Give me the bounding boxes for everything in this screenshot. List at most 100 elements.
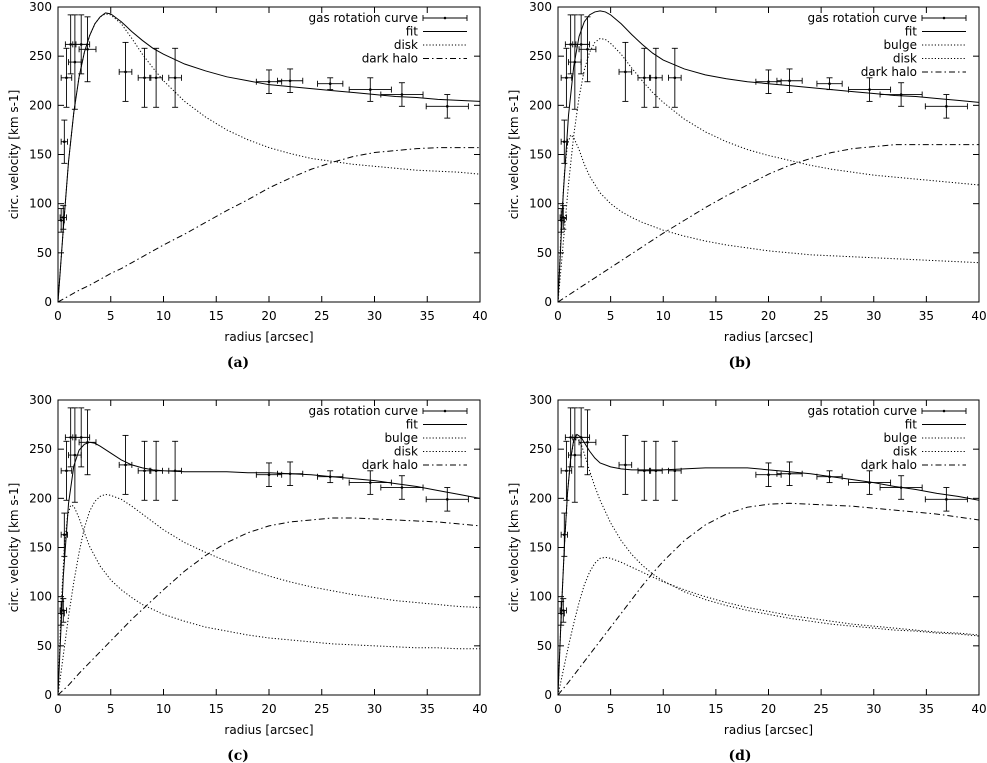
data-marker	[767, 473, 770, 477]
legend-label: gas rotation curve	[308, 404, 418, 418]
y-tick-label: 300	[529, 393, 552, 407]
y-tick-label: 200	[29, 98, 52, 112]
data-marker	[945, 105, 948, 108]
y-tick-label: 200	[529, 98, 552, 112]
data-marker	[143, 76, 146, 80]
gas-rotation-data	[57, 407, 469, 626]
data-marker	[173, 76, 177, 80]
x-tick-label: 20	[261, 702, 276, 716]
data-point	[559, 205, 567, 230]
data-point	[572, 407, 591, 468]
data-marker	[69, 43, 72, 46]
x-axis-label: radius [arcsec]	[224, 723, 313, 737]
data-marker	[624, 70, 627, 74]
data-marker	[563, 533, 566, 537]
legend-label: dark halo	[861, 458, 917, 472]
series-line-dark-halo	[58, 517, 480, 695]
data-point	[637, 47, 652, 108]
data-marker	[569, 436, 572, 439]
data-marker	[828, 82, 831, 85]
legend-swatch	[921, 408, 967, 414]
data-point	[816, 470, 843, 484]
data-marker	[573, 60, 577, 64]
x-tick-label: 0	[54, 702, 62, 716]
legend-label: disk	[394, 445, 418, 459]
data-point	[276, 68, 304, 94]
data-point	[60, 119, 68, 164]
data-marker	[561, 609, 565, 612]
data-marker	[445, 498, 449, 501]
data-point	[776, 461, 803, 486]
x-tick-label: 40	[472, 702, 487, 716]
x-tick-label: 35	[420, 702, 435, 716]
chart-panel: 0 5 10 15 20 25 30 35 40 0 50 100 150 200 250 300 radius…	[7, 0, 488, 371]
data-point	[425, 94, 469, 119]
x-tick-label: 15	[209, 309, 224, 323]
legend-label: bulge	[384, 431, 418, 445]
data-marker	[868, 88, 871, 91]
data-marker	[573, 453, 577, 457]
data-marker	[86, 47, 89, 51]
data-marker	[288, 472, 292, 476]
data-marker	[788, 472, 791, 476]
y-tick-label: 0	[544, 688, 552, 702]
x-tick-label: 25	[314, 702, 329, 716]
legend-label: fit	[905, 418, 918, 432]
legend-label: dark halo	[362, 52, 418, 66]
x-tick-label: 10	[156, 702, 171, 716]
y-tick-label: 150	[29, 148, 52, 162]
data-point	[72, 14, 91, 75]
y-tick-label: 100	[529, 197, 552, 211]
x-tick-label: 30	[367, 309, 382, 323]
y-axis-label: circ. velocity [km s-1]	[507, 483, 521, 613]
data-marker	[86, 440, 89, 444]
data-marker	[586, 47, 589, 51]
x-tick-label: 40	[971, 309, 986, 323]
data-marker	[61, 216, 65, 219]
x-tick-label: 25	[813, 309, 828, 323]
legend-label: bulge	[883, 431, 917, 445]
data-marker	[73, 453, 77, 457]
data-marker	[69, 436, 72, 439]
data-point	[848, 77, 892, 102]
x-tick-label: 30	[866, 702, 881, 716]
y-axis-label: circ. velocity [km s-1]	[507, 90, 521, 220]
x-axis-label: radius [arcsec]	[724, 723, 813, 737]
data-marker	[124, 70, 127, 74]
legend-label: gas rotation curve	[807, 404, 917, 418]
data-marker	[767, 80, 770, 84]
legend-label: gas rotation curve	[807, 11, 917, 25]
y-tick-label: 300	[29, 393, 52, 407]
data-marker	[643, 76, 646, 80]
data-marker	[328, 82, 332, 85]
panel-caption: (a)	[227, 355, 249, 371]
data-point	[59, 598, 67, 623]
data-point	[578, 409, 597, 476]
data-marker	[945, 498, 948, 501]
y-tick-label: 250	[529, 442, 552, 456]
x-tick-label: 10	[156, 309, 171, 323]
data-point	[559, 598, 567, 623]
x-tick-label: 30	[367, 702, 382, 716]
data-point	[560, 119, 568, 164]
gas-rotation-data	[557, 407, 968, 626]
chart-panel: 0 5 10 15 20 25 30 35 40 0 50 100 150 200 250 300 radius…	[507, 0, 987, 371]
y-tick-label: 0	[44, 295, 52, 309]
data-marker	[899, 93, 903, 96]
x-axis-label: radius [arcsec]	[724, 330, 813, 344]
data-marker	[899, 486, 903, 489]
data-marker	[143, 469, 146, 473]
x-tick-label: 30	[866, 309, 881, 323]
data-marker	[65, 76, 68, 80]
data-marker	[63, 140, 66, 144]
data-point	[924, 487, 968, 512]
legend-label: gas rotation curve	[308, 11, 418, 25]
y-tick-label: 250	[29, 442, 52, 456]
data-point	[68, 14, 82, 110]
data-point	[149, 440, 163, 501]
x-tick-label: 0	[54, 309, 62, 323]
y-tick-label: 50	[537, 639, 552, 653]
data-point	[59, 205, 67, 230]
